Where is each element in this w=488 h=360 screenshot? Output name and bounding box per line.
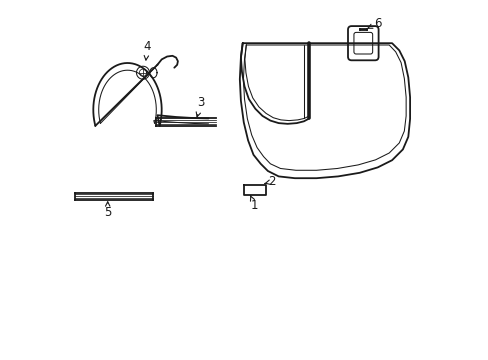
Text: 3: 3 [196,96,204,117]
Text: 4: 4 [143,40,151,60]
Text: 6: 6 [367,17,381,30]
Text: 1: 1 [250,196,258,212]
Text: 2: 2 [264,175,275,188]
Text: 5: 5 [104,202,111,219]
